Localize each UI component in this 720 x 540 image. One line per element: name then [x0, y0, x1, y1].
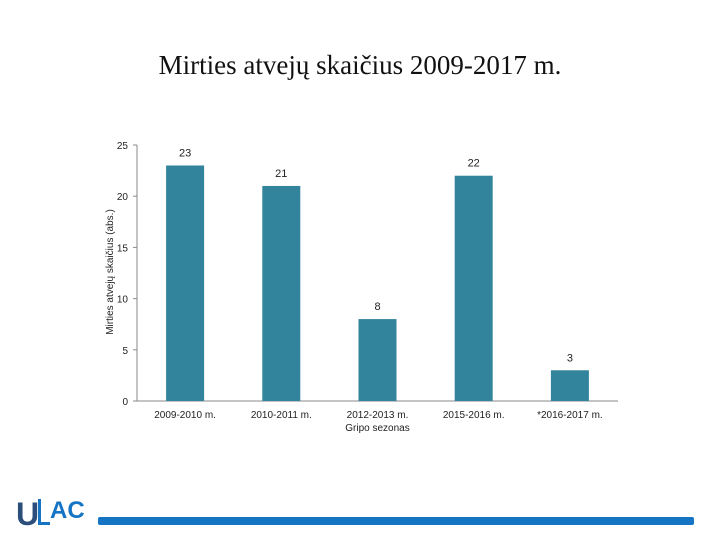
svg-text:U: U [16, 496, 39, 528]
x-tick-label: 2015-2016 m. [443, 410, 505, 421]
y-tick-label: 5 [122, 346, 128, 357]
y-tick-label: 25 [117, 141, 129, 152]
footer-bar [98, 517, 694, 525]
bar [358, 319, 397, 401]
svg-text:AC: AC [50, 497, 85, 524]
x-tick-label: *2016-2017 m. [537, 410, 603, 421]
data-label: 22 [468, 158, 480, 170]
bar [262, 185, 301, 401]
x-tick-label: 2010-2011 m. [251, 410, 312, 421]
data-label: 21 [275, 168, 287, 180]
x-tick-label: 2009-2010 m. [154, 410, 216, 421]
y-tick-label: 15 [117, 243, 129, 254]
x-tick-label: 2012-2013 m. Gripo sezonas [345, 410, 409, 434]
bar [550, 370, 589, 401]
y-tick-label: 20 [117, 192, 129, 203]
y-axis-label: Mirties atvejų skaičius (abs.) [105, 209, 116, 335]
bar [166, 165, 205, 401]
data-label: 23 [179, 147, 191, 159]
ulac-logo-icon: U AC [16, 496, 85, 528]
chart-title: Mirties atvejų skaičius 2009-2017 m. [158, 50, 562, 80]
ulac-logo: U AC [16, 494, 96, 528]
bar [454, 175, 493, 401]
data-label: 3 [567, 352, 573, 364]
data-label: 8 [374, 301, 380, 313]
y-tick-label: 10 [117, 295, 129, 306]
y-tick-label: 0 [122, 397, 128, 408]
